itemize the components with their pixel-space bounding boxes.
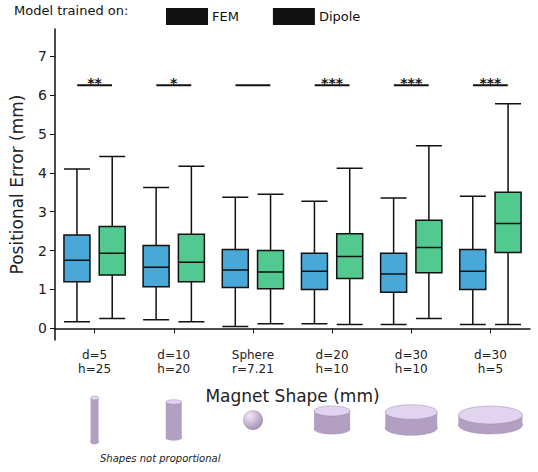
svg-text:d=20: d=20 — [316, 348, 349, 362]
svg-text:2: 2 — [38, 243, 47, 259]
svg-text:***: *** — [479, 75, 502, 91]
svg-text:7: 7 — [38, 48, 47, 64]
svg-text:**: ** — [87, 75, 102, 91]
svg-text:Dipole: Dipole — [319, 9, 360, 24]
svg-text:3: 3 — [38, 204, 47, 220]
svg-text:h=5: h=5 — [478, 362, 503, 376]
svg-text:6: 6 — [38, 87, 47, 103]
svg-text:***: *** — [400, 75, 423, 91]
svg-text:4: 4 — [38, 165, 47, 181]
svg-text:d=10: d=10 — [157, 348, 190, 362]
svg-text:d=30: d=30 — [395, 348, 428, 362]
svg-text:r=7.21: r=7.21 — [232, 362, 274, 376]
svg-text:*: * — [170, 75, 178, 91]
svg-text:h=20: h=20 — [157, 362, 190, 376]
svg-text:h=10: h=10 — [316, 362, 349, 376]
svg-text:5: 5 — [38, 126, 47, 142]
svg-text:h=10: h=10 — [395, 362, 428, 376]
svg-text:Sphere: Sphere — [232, 348, 274, 362]
svg-text:Model trained on:: Model trained on: — [14, 3, 128, 18]
svg-text:1: 1 — [38, 281, 47, 297]
svg-text:d=30: d=30 — [474, 348, 507, 362]
svg-text:d=5: d=5 — [82, 348, 107, 362]
svg-text:***: *** — [321, 75, 344, 91]
svg-text:FEM: FEM — [212, 9, 239, 24]
svg-text:0: 0 — [38, 320, 47, 336]
svg-text:h=25: h=25 — [78, 362, 111, 376]
svg-text:Magnet Shape (mm): Magnet Shape (mm) — [205, 386, 379, 406]
svg-text:Positional Error (mm): Positional Error (mm) — [7, 95, 27, 275]
svg-text:Shapes not proportional: Shapes not proportional — [100, 453, 221, 464]
